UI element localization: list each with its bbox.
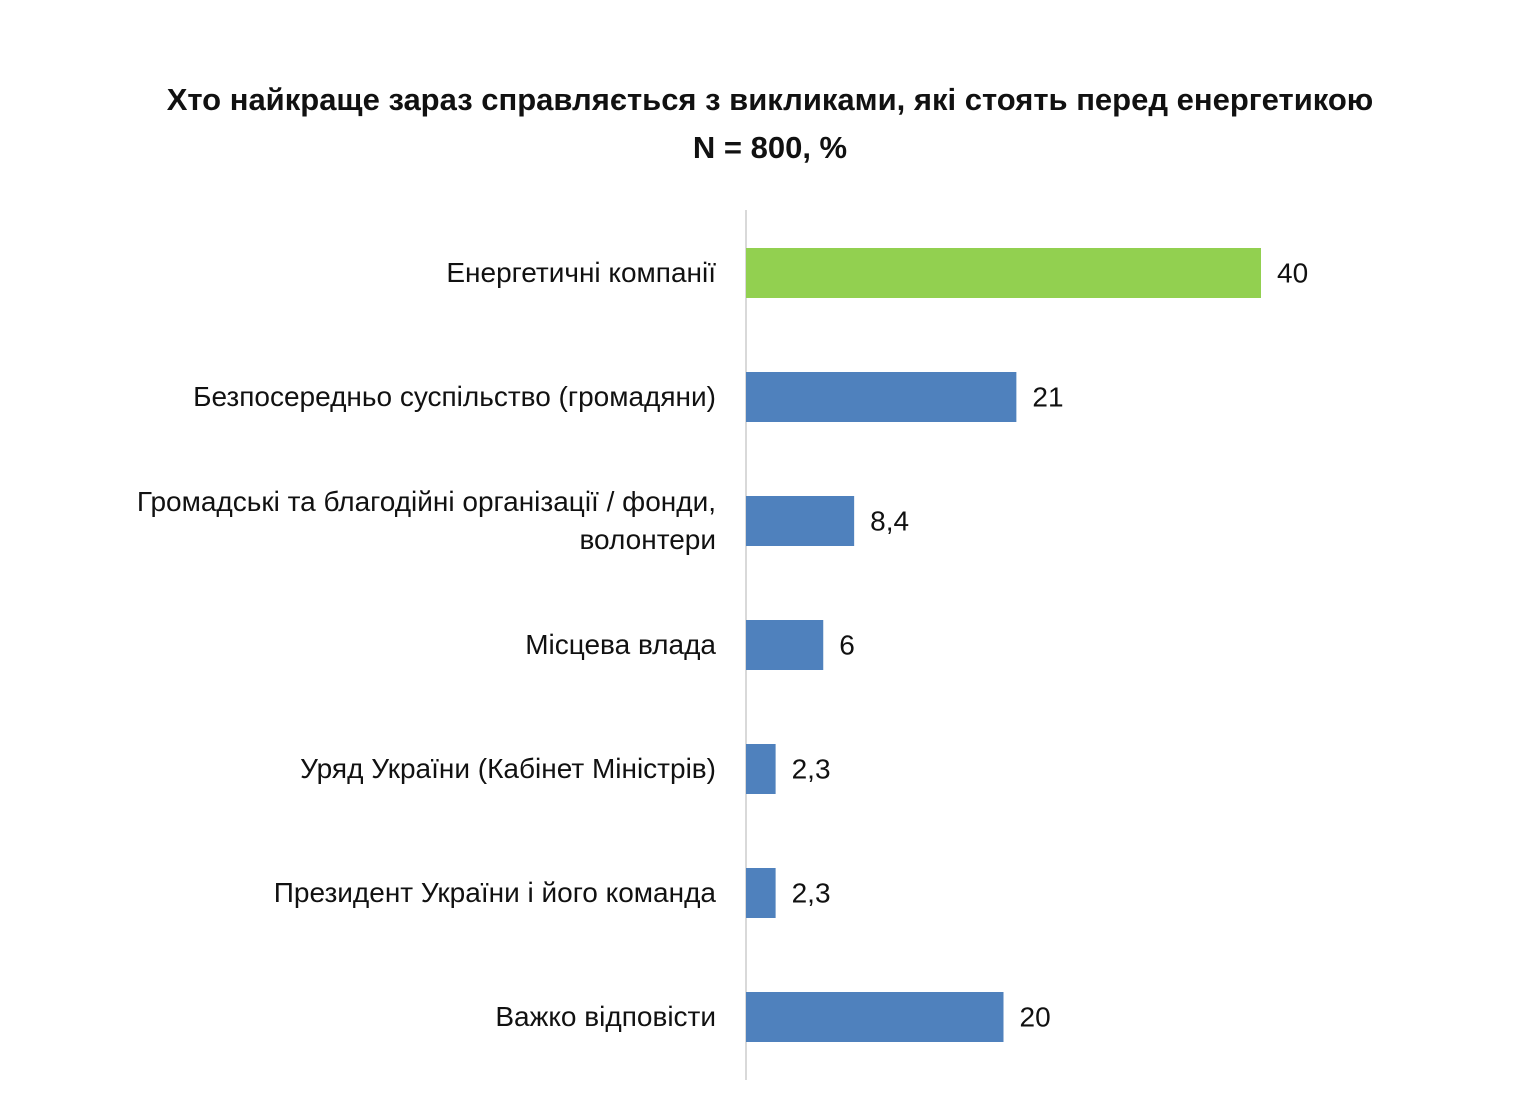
bar bbox=[746, 248, 1261, 298]
value-label: 2,3 bbox=[792, 753, 831, 784]
bar bbox=[746, 620, 824, 670]
bar bbox=[746, 868, 776, 918]
chart-title: Хто найкраще зараз справляється з виклик… bbox=[166, 82, 1374, 165]
category-label: Уряд України (Кабінет Міністрів) bbox=[300, 753, 716, 784]
value-label: 8,4 bbox=[870, 505, 909, 536]
category-label: Важко відповісти bbox=[495, 1001, 716, 1032]
category-label: Енергетичні компанії bbox=[446, 257, 716, 288]
value-label: 2,3 bbox=[792, 877, 831, 908]
value-label: 6 bbox=[839, 629, 855, 660]
bar bbox=[746, 496, 855, 546]
category-label: Місцева влада bbox=[525, 629, 716, 660]
category-label: Громадські та благодійні організації / ф… bbox=[136, 486, 716, 555]
bar bbox=[746, 992, 1004, 1042]
value-label: 40 bbox=[1277, 257, 1308, 288]
bar bbox=[746, 744, 776, 794]
value-label: 21 bbox=[1032, 381, 1063, 412]
category-label: Безпосередньо суспільство (громадяни) bbox=[193, 381, 716, 412]
bar bbox=[746, 372, 1017, 422]
category-label: Президент України і його команда bbox=[273, 877, 716, 908]
value-label: 20 bbox=[1020, 1001, 1051, 1032]
